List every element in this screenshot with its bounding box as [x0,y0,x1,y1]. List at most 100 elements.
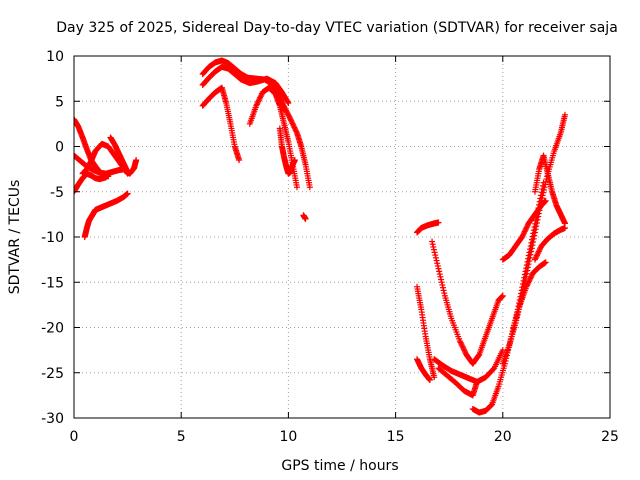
data-point [528,272,535,279]
data-point [525,278,532,285]
data-point [542,181,549,188]
data-point [255,98,262,105]
data-point [526,276,533,283]
data-point [293,184,300,191]
series-arc-17 [429,238,506,367]
data-point [293,128,300,135]
data-point [256,95,263,102]
series-arc-22 [499,197,549,263]
data-point [524,223,531,230]
data-point [535,248,542,255]
series-arc-14 [414,219,442,236]
data-point [460,346,467,353]
data-point [534,251,541,258]
y-tick-label: 5 [55,94,64,110]
data-point [521,229,528,236]
y-tick-label: 10 [46,49,64,65]
data-point [523,283,530,290]
data-point [519,232,526,239]
data-point [537,245,544,252]
series-arc-5 [79,140,131,177]
data-point [532,255,539,262]
data-point [487,402,494,409]
y-tick-label: -5 [50,185,64,201]
data-point [539,195,546,202]
data-point [236,157,243,164]
series-arc-21 [499,111,568,367]
data-point [536,247,543,254]
x-tick-label: 20 [494,429,512,445]
data-point [474,378,481,385]
series-arc-13 [300,212,309,222]
data-point [499,347,506,354]
series-arc-15 [414,283,438,381]
series-arc-8 [199,63,292,107]
series-arc-6 [107,134,140,177]
y-tick-label: -30 [41,411,64,427]
data-point [524,264,531,271]
data-point [521,228,528,235]
data-point [431,374,438,381]
data-point [459,343,466,350]
x-tick-label: 10 [279,429,297,445]
data-point [528,248,535,255]
data-point [254,100,261,107]
data-point [432,252,439,259]
data-point [541,184,548,191]
data-point [531,256,538,263]
data-point [103,174,110,181]
data-point [257,94,264,101]
series-arc-4 [81,190,131,240]
data-point [542,197,549,204]
data-point [457,339,464,346]
data-point [258,91,265,98]
y-tick-label: -15 [41,275,64,291]
data-point [524,281,531,288]
data-point [456,338,463,345]
data-point [522,225,529,232]
x-tick-label: 5 [177,429,186,445]
data-point [436,271,443,278]
data-point [533,223,540,230]
data-point [462,348,469,355]
data-point [527,274,534,281]
series-arc-25 [531,224,568,263]
data-point [530,235,537,242]
data-point [257,93,264,100]
data-point [288,117,295,124]
data-point [292,127,299,134]
data-point [499,292,506,299]
data-point [529,242,536,249]
data-point [539,192,546,199]
data-point [430,243,437,250]
data-point [475,352,482,359]
data-point [289,120,296,127]
data-point [441,290,448,297]
series-arc-23 [510,259,549,331]
data-point [440,287,447,294]
data-point [284,98,291,105]
data-point [426,376,433,383]
y-axis-label: SDTVAR / TECUs [7,180,23,295]
data-point [540,189,547,196]
data-point [524,267,531,274]
data-point [531,232,538,239]
data-point [292,125,299,132]
data-point [525,279,532,286]
data-point [302,215,309,222]
data-point [525,261,532,268]
data-point [291,157,298,164]
x-tick-label: 25 [601,429,619,445]
data-point [458,342,465,349]
data-point [527,251,534,258]
data-point [253,101,260,108]
data-point [432,254,439,261]
data-point [436,268,443,275]
data-point [288,119,295,126]
data-point [523,224,530,231]
data-point [438,276,445,283]
series-arc-16 [414,356,433,383]
data-point [438,279,445,286]
series-arc-19 [435,365,481,399]
series-arc-9 [199,84,243,164]
